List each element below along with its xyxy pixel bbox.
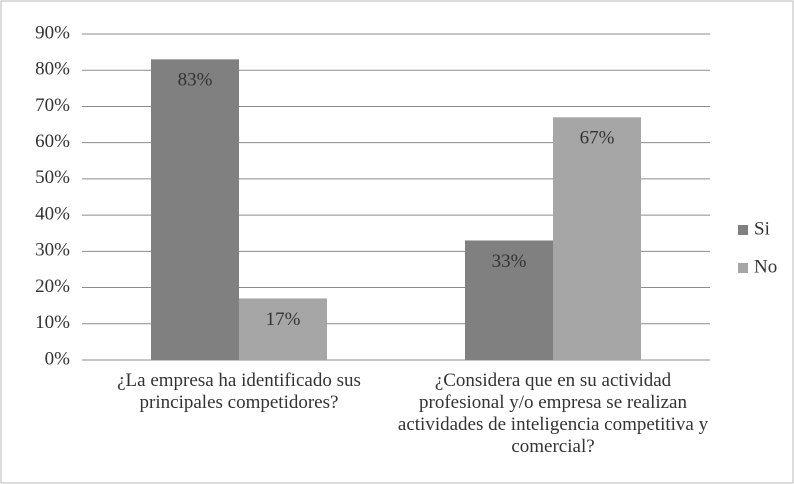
data-label: 33% bbox=[492, 251, 527, 272]
y-tick-label: 60% bbox=[35, 131, 70, 152]
x-tick-label-box: ¿Considera que en su actividad profesion… bbox=[397, 370, 709, 457]
y-tick-label: 50% bbox=[35, 167, 70, 188]
x-tick-label: ¿La empresa ha identificado sus principa… bbox=[117, 370, 361, 413]
bar bbox=[465, 240, 553, 360]
y-tick-label: 10% bbox=[35, 312, 70, 333]
data-label: 83% bbox=[178, 70, 213, 91]
y-tick-label: 70% bbox=[35, 95, 70, 116]
legend-swatch bbox=[738, 263, 748, 273]
y-tick-label: 40% bbox=[35, 203, 70, 224]
bar bbox=[239, 298, 327, 360]
data-label: 17% bbox=[266, 309, 301, 330]
y-tick-label: 80% bbox=[35, 59, 70, 80]
y-tick-label: 0% bbox=[45, 348, 71, 369]
legend-label: No bbox=[754, 256, 777, 277]
bar bbox=[151, 59, 239, 360]
x-tick-label-box: ¿La empresa ha identificado sus principa… bbox=[117, 370, 361, 413]
data-label: 67% bbox=[580, 128, 615, 149]
legend-label: Si bbox=[754, 218, 770, 239]
x-tick-label: ¿Considera que en su actividad profesion… bbox=[397, 370, 709, 457]
bar bbox=[553, 117, 641, 360]
y-tick-label: 30% bbox=[35, 240, 70, 261]
y-tick-label: 20% bbox=[35, 276, 70, 297]
legend-swatch bbox=[738, 225, 748, 235]
y-tick-label: 90% bbox=[35, 22, 70, 43]
